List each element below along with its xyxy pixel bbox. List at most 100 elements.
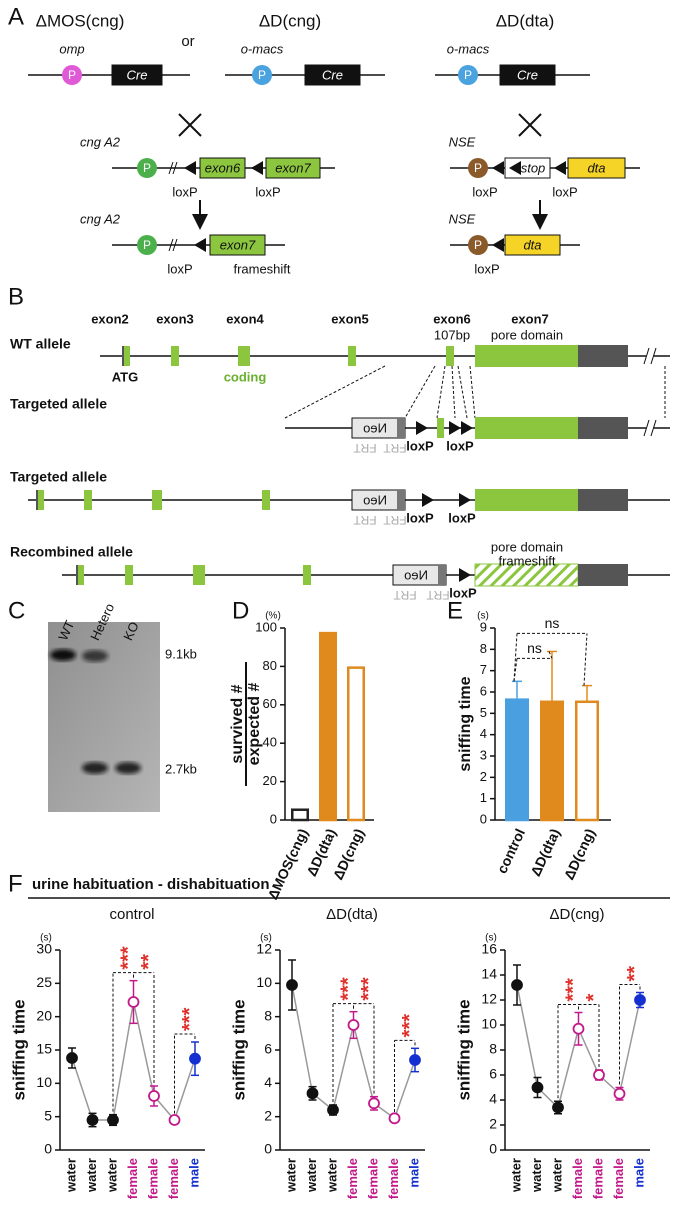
loxp-site — [461, 421, 473, 435]
box — [84, 490, 92, 510]
x-tick-label: female — [570, 1158, 585, 1199]
label: P — [258, 68, 266, 82]
data-point — [107, 1114, 119, 1126]
x-tick-label: male — [631, 1158, 646, 1188]
label: ΔD(dta) — [496, 11, 555, 30]
comparison-bracket — [583, 633, 588, 686]
line — [178, 113, 202, 137]
label: loxP — [406, 510, 434, 525]
label: Neo — [363, 492, 387, 507]
x-tick-label: water — [529, 1158, 544, 1193]
label: Neo — [404, 567, 428, 582]
line — [457, 365, 468, 419]
loxp-site — [554, 161, 566, 175]
x-tick-label: water — [283, 1158, 298, 1193]
box — [397, 418, 405, 438]
label: frameshift — [233, 261, 290, 276]
label: stop — [521, 160, 546, 175]
x-tick-label: female — [386, 1158, 401, 1199]
label: 107bp — [434, 327, 470, 342]
y-tick-label: 10 — [36, 1074, 52, 1090]
y-tick-label: 40 — [263, 735, 277, 750]
label: dta — [587, 160, 605, 175]
y-axis-label: sniffing time — [457, 676, 474, 771]
data-point — [593, 1069, 605, 1081]
box — [499, 64, 556, 86]
y-tick-label: 8 — [480, 641, 487, 656]
y-tick-label: 6 — [264, 1041, 272, 1057]
x-tick-label: water — [549, 1158, 564, 1193]
label: loxP — [474, 261, 499, 276]
label: loxP — [552, 184, 577, 199]
y-axis-label: sniffing time — [9, 999, 28, 1100]
label: pore domain — [491, 539, 563, 554]
y-tick-label: 1 — [480, 790, 487, 805]
bar — [291, 808, 309, 822]
y-tick-label: 15 — [36, 1041, 52, 1057]
y-tick-label: 4 — [480, 726, 487, 741]
box — [111, 64, 163, 86]
label: FRT — [426, 588, 450, 602]
panel-label: E — [447, 597, 463, 624]
label: pore domain — [491, 327, 563, 342]
label: FRT — [353, 513, 377, 527]
data-point — [368, 1097, 380, 1110]
y-axis-label: sniffing time — [229, 999, 248, 1100]
chart-title: ΔD(cng) — [549, 906, 604, 923]
unit-label: (s) — [40, 933, 52, 944]
data-point — [511, 979, 523, 991]
promoter — [468, 158, 488, 178]
x-tick-label: female — [345, 1158, 360, 1199]
label: coding — [224, 369, 267, 384]
line — [469, 365, 476, 419]
y-tick-label: 12 — [481, 991, 497, 1007]
loxp-site — [416, 421, 428, 435]
label: Targeted allele — [10, 469, 107, 485]
label: o-macs — [447, 41, 490, 56]
data-point — [189, 1052, 201, 1065]
data-point — [148, 1090, 160, 1102]
significance-label: *** — [399, 1014, 421, 1038]
y-tick-label: 0 — [480, 811, 487, 826]
bar — [319, 631, 337, 822]
y-tick-label: 14 — [481, 966, 497, 982]
y-tick-label: 5 — [480, 705, 487, 720]
box — [76, 565, 84, 585]
y-tick-label: 4 — [264, 1074, 272, 1090]
label: exon7 — [275, 160, 311, 175]
gel-band — [115, 762, 141, 774]
line — [650, 347, 657, 365]
x-tick-label: female — [590, 1158, 605, 1199]
promoter — [468, 235, 488, 255]
loxp-site — [184, 161, 196, 175]
data-point — [168, 1114, 181, 1126]
label: KO — [120, 619, 142, 642]
line — [168, 161, 174, 175]
box — [475, 489, 578, 511]
box — [475, 417, 578, 439]
y-tick-label: 8 — [264, 1007, 272, 1023]
significance-label: * — [583, 994, 605, 1002]
label: loxP — [472, 184, 497, 199]
data-point — [634, 994, 646, 1006]
label: Targeted allele — [10, 396, 107, 412]
box — [122, 346, 124, 366]
y-tick-label: 0 — [44, 1141, 52, 1157]
data-point — [306, 1087, 319, 1100]
loxp-site — [422, 493, 434, 507]
label: omp — [59, 41, 84, 56]
label: cng A2 — [80, 134, 121, 149]
label: P — [464, 68, 472, 82]
y-tick-label: 2 — [489, 1116, 497, 1132]
label: P — [474, 161, 482, 175]
x-tick-label: male — [186, 1158, 201, 1188]
significance-label: ** — [138, 954, 160, 970]
significance-label: *** — [563, 978, 585, 1002]
line — [172, 238, 178, 252]
label: ATG — [112, 369, 138, 384]
x-tick-label: water — [104, 1158, 119, 1193]
x-tick-label: water — [84, 1158, 99, 1193]
significance-label: *** — [118, 946, 140, 970]
x-tick-label: female — [166, 1158, 181, 1199]
